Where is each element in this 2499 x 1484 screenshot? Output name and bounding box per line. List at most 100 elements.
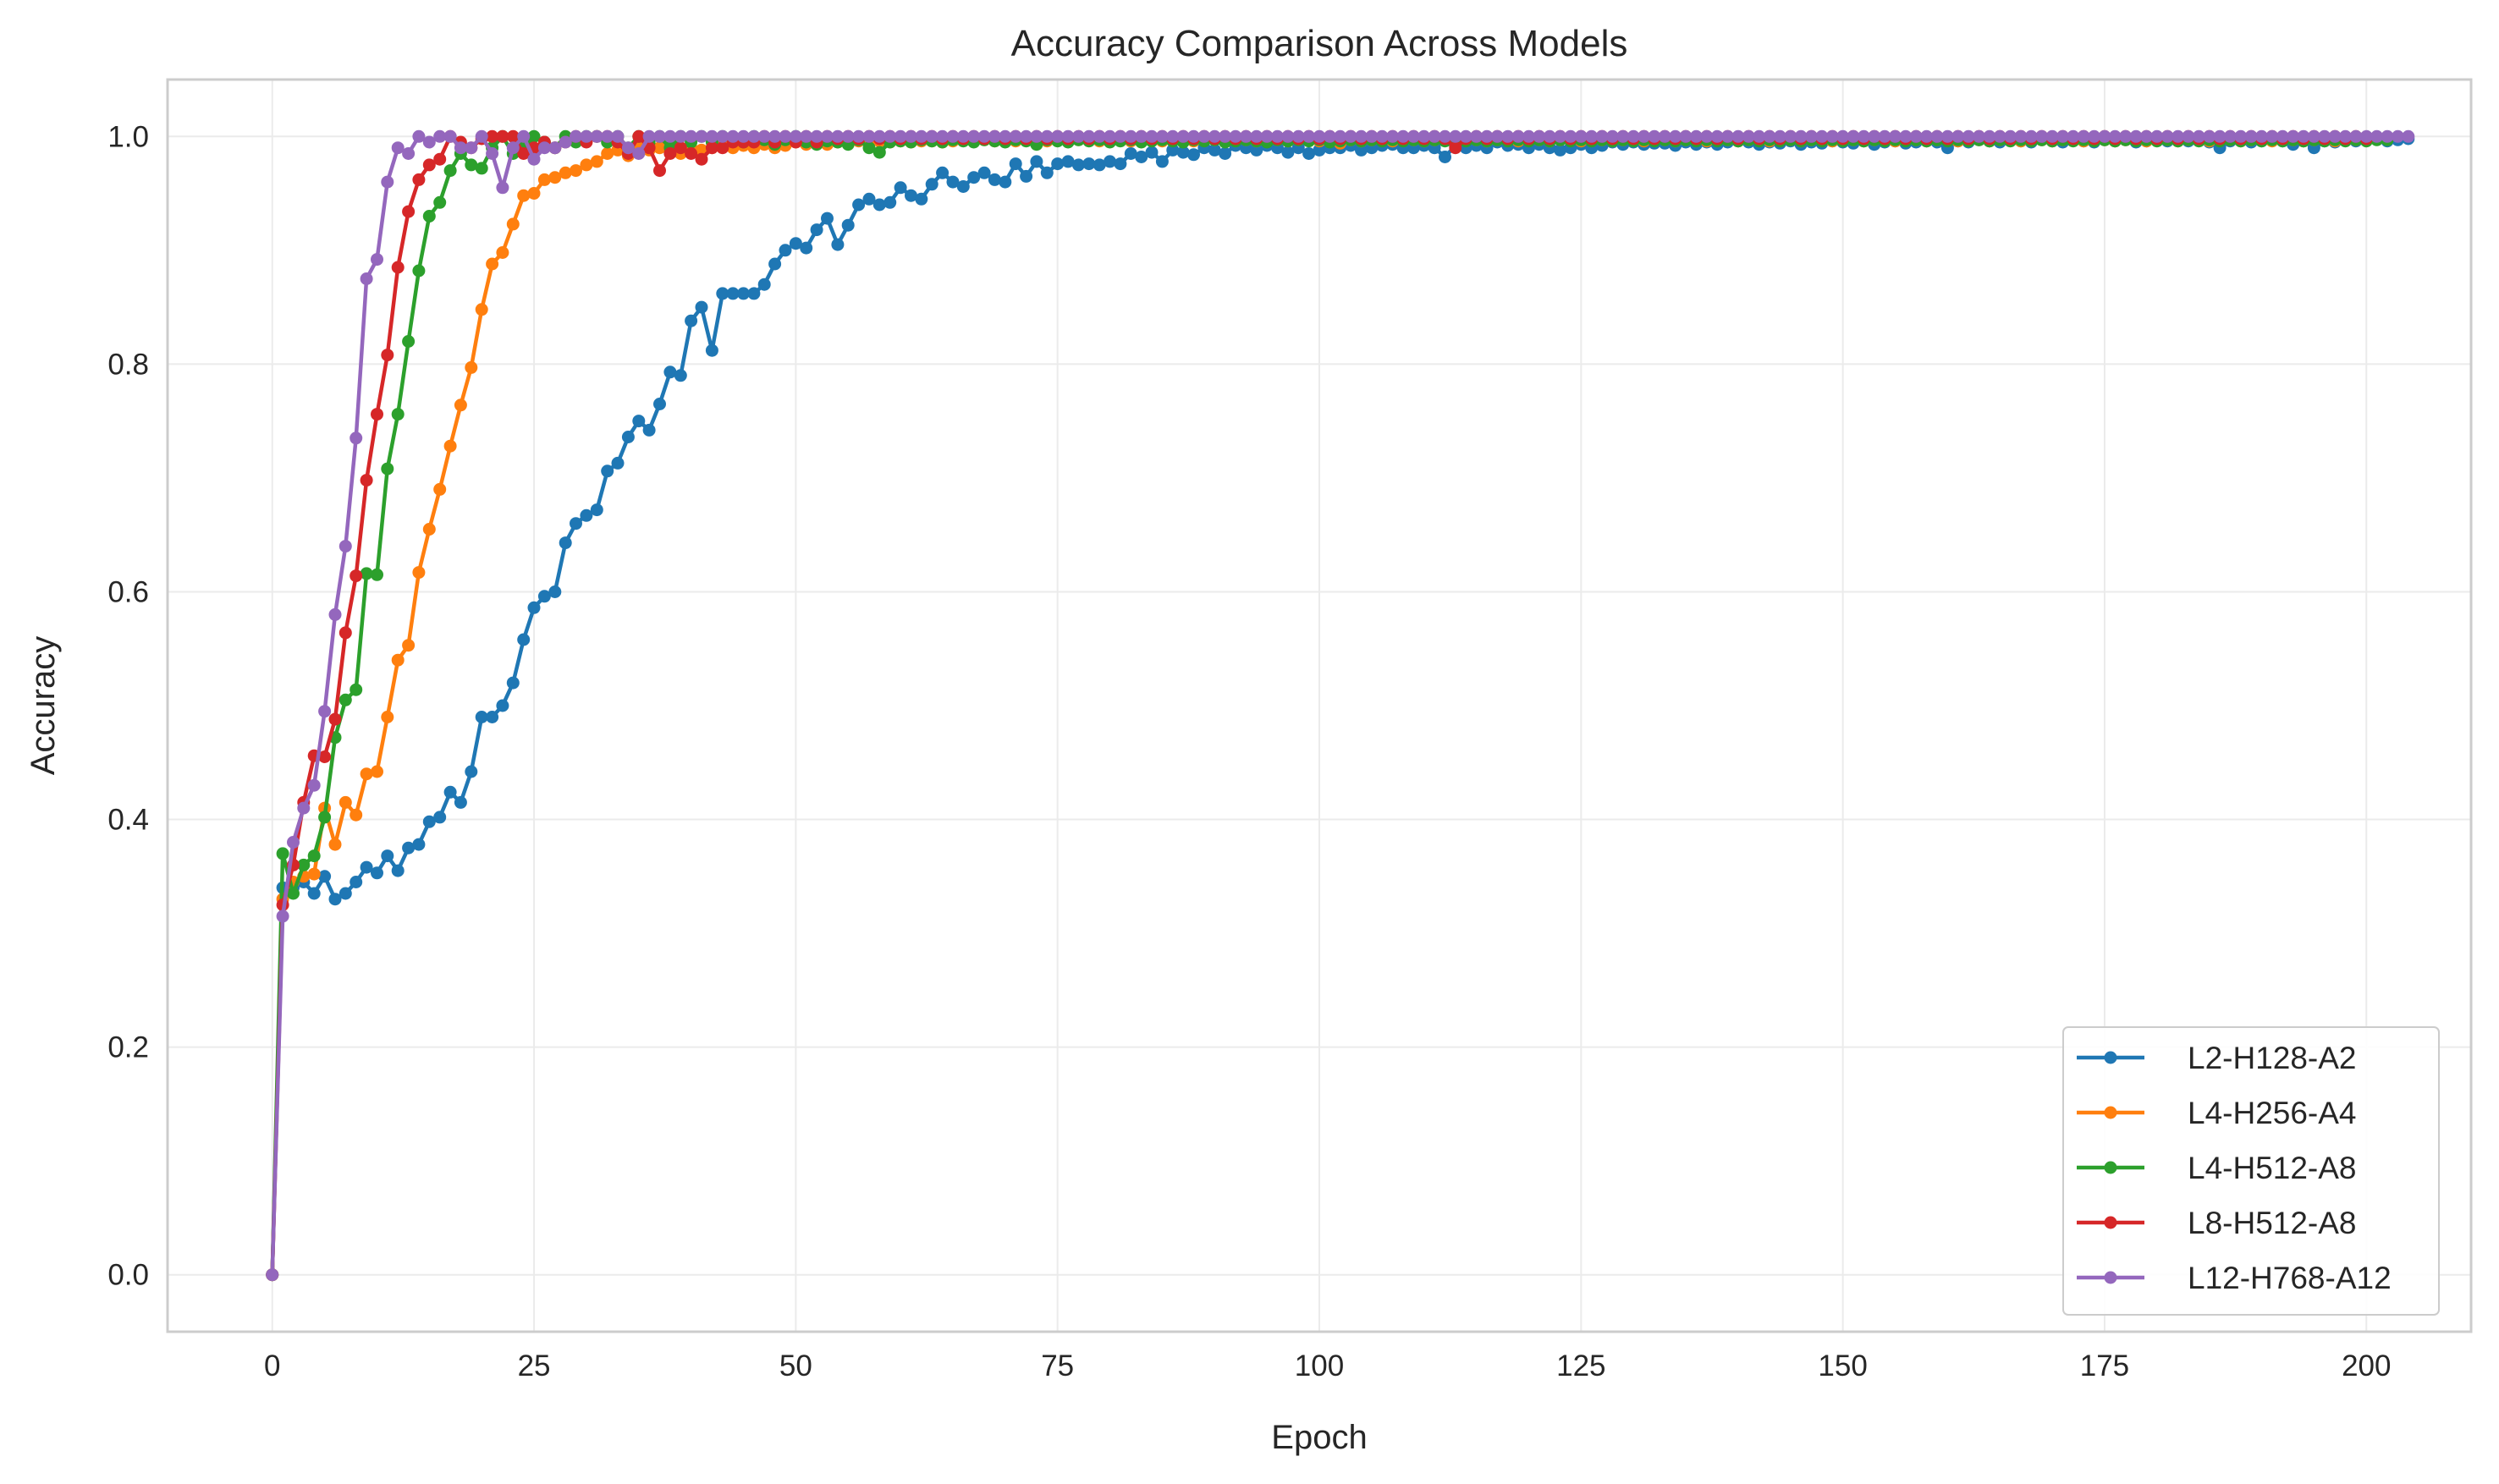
- data-point: [1281, 146, 1295, 159]
- data-point: [737, 129, 750, 143]
- data-point: [1794, 129, 1808, 143]
- data-point: [328, 838, 342, 851]
- data-point: [1187, 148, 1200, 162]
- data-point: [1208, 129, 1221, 143]
- data-point: [1145, 129, 1159, 143]
- data-point: [2045, 129, 2059, 143]
- data-point: [570, 129, 582, 143]
- data-point: [716, 129, 729, 143]
- data-point: [2318, 129, 2331, 143]
- data-point: [381, 175, 394, 189]
- data-point: [1428, 129, 1441, 143]
- data-point: [287, 887, 300, 900]
- data-point: [465, 765, 478, 778]
- data-point: [527, 129, 541, 143]
- data-point: [1135, 129, 1148, 143]
- data-point: [685, 314, 698, 327]
- data-point: [1187, 129, 1200, 143]
- x-tick-label: 100: [1295, 1349, 1344, 1382]
- data-point: [1355, 143, 1368, 157]
- data-point: [747, 287, 761, 300]
- legend-swatch-marker: [2104, 1216, 2117, 1229]
- data-point: [1344, 129, 1357, 143]
- data-point: [1522, 129, 1535, 143]
- data-point: [1104, 155, 1116, 168]
- data-point: [371, 408, 383, 421]
- data-point: [486, 147, 499, 160]
- data-point: [1689, 129, 1703, 143]
- data-point: [1009, 129, 1022, 143]
- data-point: [1166, 143, 1180, 157]
- data-point: [496, 129, 509, 143]
- data-point: [506, 217, 520, 231]
- data-point: [1459, 129, 1472, 143]
- data-point: [789, 129, 802, 143]
- data-point: [905, 129, 917, 143]
- data-point: [1805, 129, 1818, 143]
- data-point: [580, 129, 593, 143]
- legend-swatch-marker: [2104, 1161, 2117, 1174]
- data-point: [287, 836, 300, 849]
- data-point: [2108, 129, 2122, 143]
- data-point: [276, 847, 289, 860]
- data-point: [2035, 129, 2049, 143]
- data-point: [402, 147, 416, 160]
- data-point: [1920, 129, 1934, 143]
- data-point: [590, 503, 603, 517]
- data-point: [977, 166, 991, 179]
- data-point: [454, 795, 467, 809]
- data-point: [841, 218, 855, 232]
- series-L4-H256-A4: [266, 133, 2363, 1282]
- data-point: [1071, 158, 1085, 172]
- data-point: [381, 462, 394, 475]
- data-point: [360, 567, 373, 580]
- data-point: [1784, 129, 1797, 143]
- x-tick-label: 175: [2080, 1349, 2129, 1382]
- legend-item: L4-H512-A8: [2077, 1151, 2357, 1185]
- data-point: [422, 210, 436, 223]
- data-point: [1071, 129, 1085, 143]
- x-tick-label: 75: [1041, 1349, 1074, 1382]
- data-point: [1825, 129, 1839, 143]
- data-point: [967, 129, 981, 143]
- data-point: [297, 801, 311, 815]
- data-point: [318, 750, 332, 763]
- data-point: [1291, 129, 1305, 143]
- y-tick-label: 0.4: [107, 804, 149, 837]
- data-point: [1281, 129, 1295, 143]
- data-point: [350, 808, 363, 822]
- x-axis-ticks: 0 25 50 75 100 125 150 175 200: [264, 1349, 2391, 1382]
- data-point: [862, 141, 876, 155]
- data-point: [402, 335, 416, 348]
- data-point: [517, 633, 531, 646]
- data-point: [2129, 129, 2143, 143]
- data-point: [2234, 129, 2248, 143]
- data-point: [307, 849, 321, 863]
- x-tick-label: 125: [1556, 1349, 1605, 1382]
- data-point: [318, 705, 332, 718]
- data-point: [412, 838, 426, 851]
- data-point: [1564, 129, 1577, 143]
- data-point: [800, 241, 813, 255]
- data-point: [1679, 129, 1693, 143]
- data-point: [506, 676, 520, 690]
- data-point: [2098, 129, 2111, 143]
- legend-swatch-marker: [2104, 1106, 2117, 1119]
- data-point: [1710, 129, 1724, 143]
- data-point: [559, 135, 572, 149]
- data-point: [402, 639, 416, 652]
- data-point: [1040, 129, 1054, 143]
- data-point: [2014, 129, 2028, 143]
- data-point: [1375, 129, 1389, 143]
- data-point: [2056, 129, 2069, 143]
- data-point: [872, 129, 886, 143]
- legend: L2-H128-A2 L4-H256-A4 L4-H512-A8 L8-H512-A8…: [2062, 1026, 2440, 1316]
- data-point: [339, 887, 352, 900]
- data-point: [726, 287, 740, 300]
- data-point: [559, 166, 572, 179]
- data-point: [1417, 129, 1431, 143]
- data-point: [443, 785, 457, 799]
- data-point: [1658, 129, 1671, 143]
- data-point: [422, 815, 436, 828]
- data-point: [1951, 129, 1965, 143]
